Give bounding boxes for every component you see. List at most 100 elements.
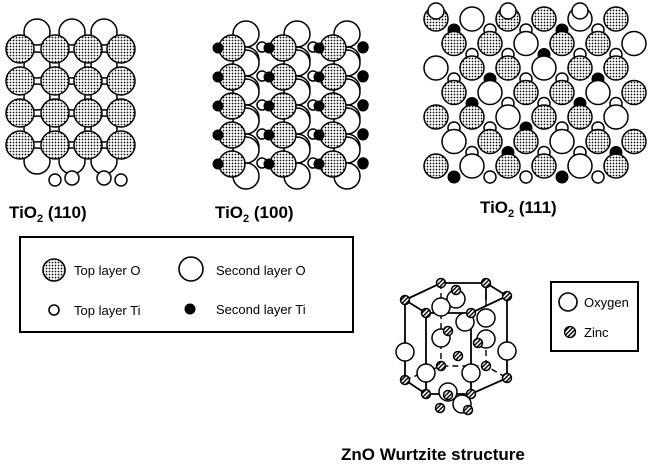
second-layer-o-atom bbox=[603, 104, 629, 130]
top-layer-o-atom bbox=[441, 79, 467, 106]
top-layer-o-atom bbox=[106, 130, 136, 160]
tio2-100-lattice bbox=[212, 20, 369, 190]
top-layer-o-atom bbox=[40, 66, 70, 96]
top-layer-o-atom bbox=[621, 128, 647, 155]
zinc-atom bbox=[442, 389, 454, 401]
top-layer-o-atom bbox=[106, 34, 136, 64]
zinc-atom bbox=[480, 277, 492, 289]
legend-oxygen-symbol bbox=[558, 292, 578, 312]
top-layer-ti-atom bbox=[519, 170, 533, 184]
zinc-atom bbox=[399, 374, 411, 386]
oxygen-atom bbox=[416, 363, 436, 383]
second-layer-o-atom bbox=[499, 2, 517, 20]
top-layer-o-atom bbox=[459, 55, 485, 81]
legend-second-ti-symbol bbox=[184, 303, 196, 315]
second-layer-ti-atom bbox=[212, 129, 224, 141]
second-layer-o-atom bbox=[621, 30, 647, 57]
legend-zinc-symbol bbox=[563, 325, 577, 339]
top-layer-o-atom bbox=[477, 128, 503, 155]
second-layer-ti-atom bbox=[263, 42, 275, 54]
second-layer-ti-atom bbox=[313, 100, 325, 112]
top-layer-o-atom bbox=[73, 130, 103, 160]
second-layer-ti-atom bbox=[357, 100, 369, 112]
top-layer-o-atom bbox=[549, 30, 575, 57]
second-layer-ti-atom bbox=[313, 42, 325, 54]
oxygen-atom bbox=[461, 363, 481, 383]
second-layer-ti-atom bbox=[212, 158, 224, 170]
top-layer-o-atom bbox=[459, 104, 485, 130]
top-layer-o-atom bbox=[423, 153, 449, 179]
second-layer-o-atom bbox=[441, 128, 467, 155]
second-layer-ti-atom bbox=[357, 129, 369, 141]
tio2-111-lattice bbox=[423, 2, 647, 184]
top-layer-o-atom bbox=[603, 153, 629, 179]
zinc-atom bbox=[420, 388, 432, 400]
top-layer-o-atom bbox=[40, 98, 70, 128]
second-layer-ti-atom bbox=[313, 71, 325, 83]
second-layer-ti-atom bbox=[313, 129, 325, 141]
second-layer-ti-atom bbox=[212, 42, 224, 54]
top-layer-o-atom bbox=[5, 130, 35, 160]
zinc-atom bbox=[442, 325, 454, 337]
top-layer-o-atom bbox=[423, 104, 449, 130]
top-layer-o-atom bbox=[73, 66, 103, 96]
second-layer-o-atom bbox=[495, 104, 521, 130]
second-layer-ti-atom bbox=[263, 100, 275, 112]
caption-tio2-110: TiO2 (110) bbox=[9, 203, 87, 225]
top-layer-o-atom bbox=[531, 6, 557, 32]
top-layer-o-atom bbox=[106, 66, 136, 96]
second-layer-o-atom bbox=[427, 2, 445, 20]
top-layer-o-atom bbox=[477, 30, 503, 57]
caption-tio2-100: TiO2 (100) bbox=[215, 203, 294, 225]
legend-zinc-label: Zinc bbox=[584, 325, 609, 340]
zinc-atom bbox=[434, 402, 446, 414]
top-layer-o-atom bbox=[5, 98, 35, 128]
second-layer-ti-atom bbox=[212, 100, 224, 112]
top-layer-o-atom bbox=[531, 153, 557, 179]
legend-second-o-symbol bbox=[178, 256, 204, 282]
top-layer-o-atom bbox=[585, 128, 611, 155]
top-layer-o-atom bbox=[513, 128, 539, 155]
second-layer-ti-atom bbox=[313, 158, 325, 170]
second-layer-ti-atom bbox=[447, 170, 461, 184]
top-layer-o-atom bbox=[513, 79, 539, 106]
second-layer-ti-atom bbox=[357, 71, 369, 83]
legend-top-o-label: Top layer O bbox=[74, 263, 140, 278]
top-layer-o-atom bbox=[603, 55, 629, 81]
top-layer-o-atom bbox=[73, 34, 103, 64]
zinc-atom bbox=[465, 307, 477, 319]
top-layer-o-atom bbox=[567, 104, 593, 130]
top-layer-o-atom bbox=[585, 30, 611, 57]
tio2-legend: Top layer O Second layer O Top layer Ti … bbox=[19, 236, 354, 333]
zinc-atom bbox=[399, 294, 411, 306]
oxygen-atom bbox=[395, 342, 415, 362]
top-layer-ti-atom bbox=[591, 170, 605, 184]
legend-second-ti-label: Second layer Ti bbox=[216, 302, 306, 317]
caption-tio2-111: TiO2 (111) bbox=[480, 198, 557, 220]
second-layer-o-atom bbox=[585, 79, 611, 106]
top-layer-o-atom bbox=[441, 30, 467, 57]
oxygen-atom bbox=[431, 297, 451, 317]
top-layer-o-atom bbox=[621, 79, 647, 106]
second-layer-ti-atom bbox=[212, 71, 224, 83]
zinc-atom bbox=[452, 350, 464, 362]
top-layer-o-atom bbox=[73, 98, 103, 128]
top-layer-ti-atom bbox=[48, 173, 62, 187]
top-layer-o-atom bbox=[549, 79, 575, 106]
zinc-atom bbox=[462, 404, 474, 416]
second-layer-ti-atom bbox=[357, 158, 369, 170]
caption-zno: ZnO Wurtzite structure bbox=[341, 445, 525, 464]
second-layer-o-atom bbox=[423, 55, 449, 81]
top-layer-o-atom bbox=[495, 55, 521, 81]
second-layer-o-atom bbox=[477, 79, 503, 106]
zno-wurtzite-structure bbox=[395, 277, 517, 416]
top-layer-o-atom bbox=[603, 6, 629, 32]
second-layer-o-atom bbox=[459, 153, 485, 179]
legend-top-ti-symbol bbox=[48, 304, 60, 316]
oxygen-atom bbox=[497, 341, 517, 361]
second-layer-o-atom bbox=[567, 153, 593, 179]
top-layer-o-atom bbox=[106, 98, 136, 128]
top-layer-ti-atom bbox=[114, 173, 128, 187]
zinc-atom bbox=[420, 307, 432, 319]
